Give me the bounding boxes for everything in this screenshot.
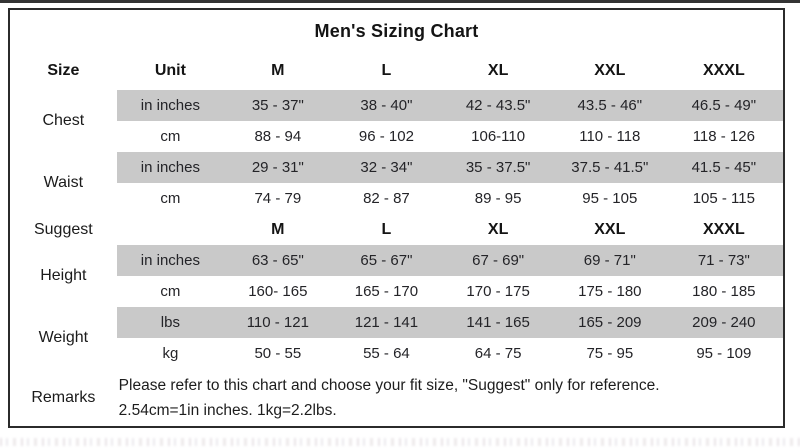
value-cell: 55 - 64 bbox=[363, 345, 410, 362]
value-cell: 32 - 34" bbox=[331, 152, 442, 183]
value-cell: 175 - 180 bbox=[578, 283, 642, 300]
sizing-chart-panel: Men's Sizing Chart Size Unit M L XL XXL … bbox=[8, 8, 785, 428]
value-cell: 46.5 - 49" bbox=[664, 90, 783, 121]
row-label-waist: Waist bbox=[43, 174, 84, 191]
value-cell: 118 - 126 bbox=[692, 128, 755, 145]
col-header-l: L bbox=[381, 62, 392, 79]
value-cell: 65 - 67" bbox=[331, 245, 442, 276]
remarks-text: Please refer to this chart and choose yo… bbox=[117, 369, 783, 426]
value-cell: 165 - 209 bbox=[554, 307, 665, 338]
value-cell: 170 - 175 bbox=[466, 283, 530, 300]
value-cell: 71 - 73" bbox=[664, 245, 783, 276]
value-cell: XL bbox=[487, 220, 509, 238]
row-label-remarks: Remarks bbox=[31, 388, 96, 406]
value-cell: 95 - 105 bbox=[582, 190, 638, 207]
value-cell: 29 - 31" bbox=[224, 152, 332, 183]
value-cell: 105 - 115 bbox=[692, 190, 755, 207]
value-cell: 88 - 94 bbox=[254, 128, 302, 145]
value-cell: 95 - 109 bbox=[696, 345, 752, 362]
value-cell: 75 - 95 bbox=[586, 345, 634, 362]
unit-cell bbox=[117, 214, 224, 245]
value-cell: 38 - 40" bbox=[331, 90, 442, 121]
value-cell: 96 - 102 bbox=[358, 128, 414, 145]
value-cell: 82 - 87 bbox=[363, 190, 410, 207]
value-cell: M bbox=[271, 220, 285, 238]
value-cell: 35 - 37" bbox=[224, 90, 332, 121]
unit-cell: in inches bbox=[116, 245, 225, 276]
unit-cell: cm bbox=[160, 128, 181, 145]
bottom-edge-artifact bbox=[0, 438, 800, 446]
col-header-unit: Unit bbox=[154, 62, 186, 79]
unit-cell: cm bbox=[160, 190, 181, 207]
col-header-m: M bbox=[271, 62, 285, 79]
value-cell: 63 - 65" bbox=[224, 245, 332, 276]
value-cell: 43.5 - 46" bbox=[554, 90, 665, 121]
value-cell: 141 - 165 bbox=[441, 307, 555, 338]
chart-title: Men's Sizing Chart bbox=[314, 20, 479, 41]
value-cell: 89 - 95 bbox=[474, 190, 522, 207]
value-cell: 50 - 55 bbox=[254, 345, 302, 362]
value-cell: XXL bbox=[594, 220, 626, 238]
unit-cell: kg bbox=[162, 345, 179, 362]
row-label-suggest: Suggest bbox=[33, 220, 93, 238]
value-cell: L bbox=[381, 220, 392, 238]
col-header-xl: XL bbox=[487, 62, 509, 79]
row-label-height: Height bbox=[40, 267, 87, 284]
unit-cell: lbs bbox=[116, 307, 225, 338]
row-label-chest: Chest bbox=[42, 112, 85, 129]
value-cell: 110 - 121 bbox=[224, 307, 332, 338]
unit-cell: in inches bbox=[116, 90, 225, 121]
value-cell: 69 - 71" bbox=[554, 245, 665, 276]
unit-cell: in inches bbox=[116, 152, 225, 183]
col-header-xxxl: XXXL bbox=[702, 62, 745, 79]
value-cell: 209 - 240 bbox=[664, 307, 783, 338]
value-cell: 35 - 37.5" bbox=[441, 152, 555, 183]
value-cell: 165 - 170 bbox=[354, 283, 419, 300]
unit-cell: cm bbox=[160, 283, 181, 300]
value-cell: 37.5 - 41.5" bbox=[554, 152, 665, 183]
value-cell: 180 - 185 bbox=[692, 283, 756, 300]
row-label-weight: Weight bbox=[38, 329, 89, 346]
value-cell: 42 - 43.5" bbox=[441, 90, 555, 121]
value-cell: 106-110 bbox=[471, 128, 526, 145]
sizing-table: Size Unit M L XL XXL XXXL Chest in inche… bbox=[10, 52, 783, 426]
top-edge-strip bbox=[0, 0, 800, 3]
remarks-line-2: 2.54cm=1in inches. 1kg=2.2lbs. bbox=[118, 401, 337, 419]
remarks-line-1: Please refer to this chart and choose yo… bbox=[118, 376, 660, 394]
value-cell: 121 - 141 bbox=[331, 307, 442, 338]
value-cell: 74 - 79 bbox=[254, 190, 302, 207]
value-cell: 64 - 75 bbox=[474, 345, 522, 362]
col-header-size: Size bbox=[47, 62, 80, 79]
col-header-xxl: XXL bbox=[594, 62, 626, 79]
value-cell: 67 - 69" bbox=[441, 245, 555, 276]
value-cell: 110 - 118 bbox=[579, 128, 641, 145]
value-cell: XXXL bbox=[702, 220, 745, 238]
value-cell: 160- 165 bbox=[248, 283, 308, 300]
value-cell: 41.5 - 45" bbox=[664, 152, 783, 183]
